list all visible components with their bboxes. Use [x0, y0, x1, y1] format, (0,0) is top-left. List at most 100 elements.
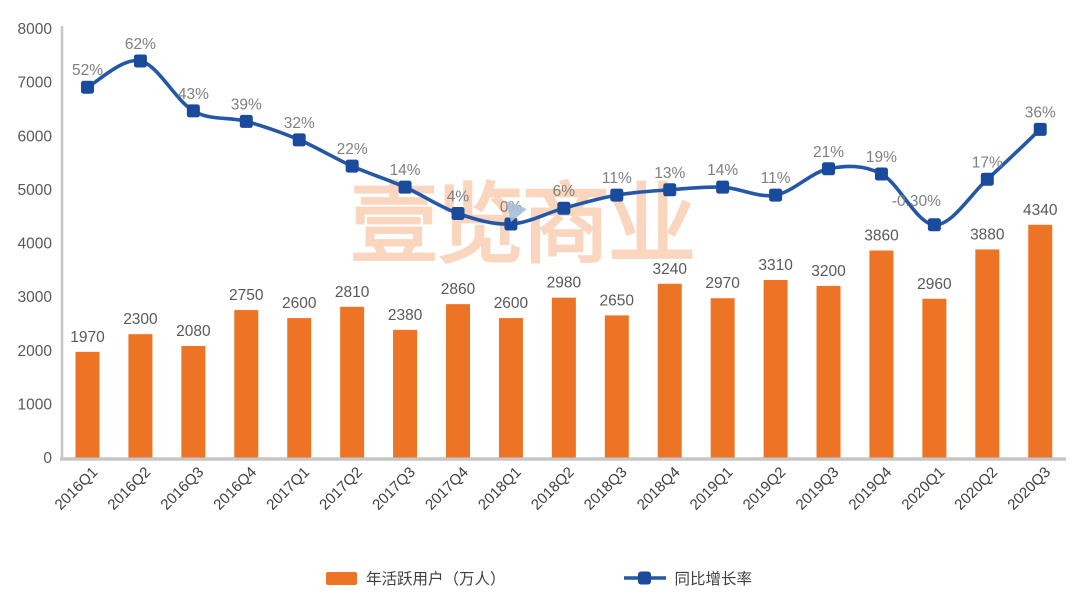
y-tick-label: 0 [43, 450, 52, 467]
line-marker [133, 54, 147, 68]
pct-data-label: 43% [178, 86, 209, 103]
pct-data-label: 17% [972, 154, 1003, 171]
bar-value-label: 2810 [335, 284, 370, 301]
line-marker [927, 218, 941, 232]
line-marker [292, 133, 306, 147]
bar [816, 285, 841, 458]
legend-item-line-series: 同比增长率 [623, 567, 753, 589]
line-marker [81, 80, 94, 94]
bar-value-label: 2980 [547, 275, 582, 292]
line-marker [874, 167, 888, 181]
pct-data-label: 62% [125, 36, 156, 53]
bar-value-label: 2750 [229, 287, 264, 304]
line-marker [663, 183, 677, 197]
bar [498, 318, 523, 458]
x-axis-label: 2018Q3 [581, 464, 631, 514]
pct-data-label: -0.30% [892, 193, 941, 210]
line-marker [186, 104, 200, 118]
bar-value-label: 3880 [970, 226, 1005, 243]
bar-value-label: 3310 [758, 257, 793, 274]
x-axis-label: 2020Q2 [951, 464, 1001, 514]
y-tick-label: 4000 [18, 236, 53, 253]
line-marker [610, 188, 624, 202]
pct-data-label: 11% [761, 170, 791, 187]
x-axis-label: 2020Q1 [898, 464, 948, 514]
line-series-swatch-icon [623, 571, 666, 585]
x-axis-label: 2018Q1 [475, 464, 525, 514]
x-axis-label: 2019Q4 [846, 464, 896, 514]
bar [75, 351, 100, 458]
x-axis-label: 2016Q3 [157, 464, 207, 514]
line-series-label: 同比增长率 [674, 571, 753, 588]
line-marker [398, 180, 412, 194]
bar-value-label: 2080 [176, 323, 211, 340]
pct-data-label: 13% [654, 165, 685, 182]
x-axis-label: 2019Q2 [740, 464, 790, 514]
bar-series-label: 年活跃用户（万人） [365, 571, 506, 588]
bar-value-label: 3860 [864, 228, 899, 245]
x-axis-label: 2017Q4 [422, 464, 472, 514]
line-marker [504, 217, 518, 231]
bar-value-label: 3240 [652, 261, 687, 278]
y-tick-label: 6000 [18, 128, 53, 145]
bar [710, 298, 735, 458]
bar-value-label: 2600 [282, 295, 317, 312]
bar-value-label: 2970 [705, 275, 740, 292]
bar [340, 306, 365, 458]
pct-data-label: 19% [866, 149, 897, 166]
y-tick-label: 7000 [18, 75, 53, 92]
line-marker [769, 188, 783, 202]
bar [287, 318, 312, 458]
x-axis-label: 2016Q4 [210, 464, 260, 514]
bar [657, 283, 682, 458]
y-tick-label: 8000 [18, 21, 53, 38]
bar-value-label: 2860 [441, 281, 476, 298]
pct-data-label: 0% [500, 199, 523, 216]
pct-data-label: 6% [553, 183, 576, 200]
y-tick-label: 2000 [18, 343, 53, 360]
bar [922, 298, 947, 458]
line-marker [716, 180, 730, 194]
line-marker [451, 206, 465, 220]
bar-value-label: 3200 [811, 263, 846, 280]
line-marker [345, 159, 359, 173]
line-marker [557, 201, 571, 215]
x-axis-label: 2016Q1 [52, 464, 102, 514]
bar [1028, 224, 1053, 458]
legend-item-bar-series: 年活跃用户（万人） [325, 567, 506, 589]
pct-data-label: 14% [390, 162, 421, 179]
pct-data-label: 36% [1025, 104, 1056, 121]
bar-value-label: 2300 [123, 311, 158, 328]
y-tick-label: 1000 [18, 396, 53, 413]
pct-data-label: 39% [231, 96, 262, 113]
x-axis-label: 2017Q1 [263, 464, 313, 514]
x-axis-label: 2016Q2 [104, 464, 154, 514]
bar-value-label: 2960 [917, 276, 952, 293]
pct-data-label: 14% [707, 162, 738, 179]
bar [869, 250, 894, 458]
bar [551, 297, 576, 458]
bar-value-label: 2650 [600, 292, 635, 309]
x-axis-label: 2018Q4 [634, 464, 684, 514]
bar-value-label: 2600 [494, 295, 529, 312]
pct-data-label: 4% [447, 188, 470, 205]
line-marker [980, 172, 994, 186]
pct-data-label: 11% [602, 170, 632, 187]
y-tick-label: 5000 [18, 182, 53, 199]
bar [128, 334, 153, 458]
bar [446, 304, 471, 458]
bar-series-swatch-icon [325, 571, 357, 585]
x-axis-label: 2019Q3 [793, 464, 843, 514]
x-axis-label: 2017Q3 [369, 464, 419, 514]
bar [393, 329, 418, 458]
pct-data-label: 52% [72, 62, 103, 79]
pct-data-label: 32% [284, 115, 315, 132]
y-tick-label: 3000 [18, 289, 53, 306]
bar-value-label: 2380 [388, 307, 423, 324]
bar [975, 249, 1000, 458]
bar [234, 310, 259, 458]
legend: 年活跃用户（万人） 同比增长率 [0, 567, 1078, 589]
line-marker [239, 114, 253, 128]
x-axis-label: 2020Q3 [1004, 464, 1054, 514]
